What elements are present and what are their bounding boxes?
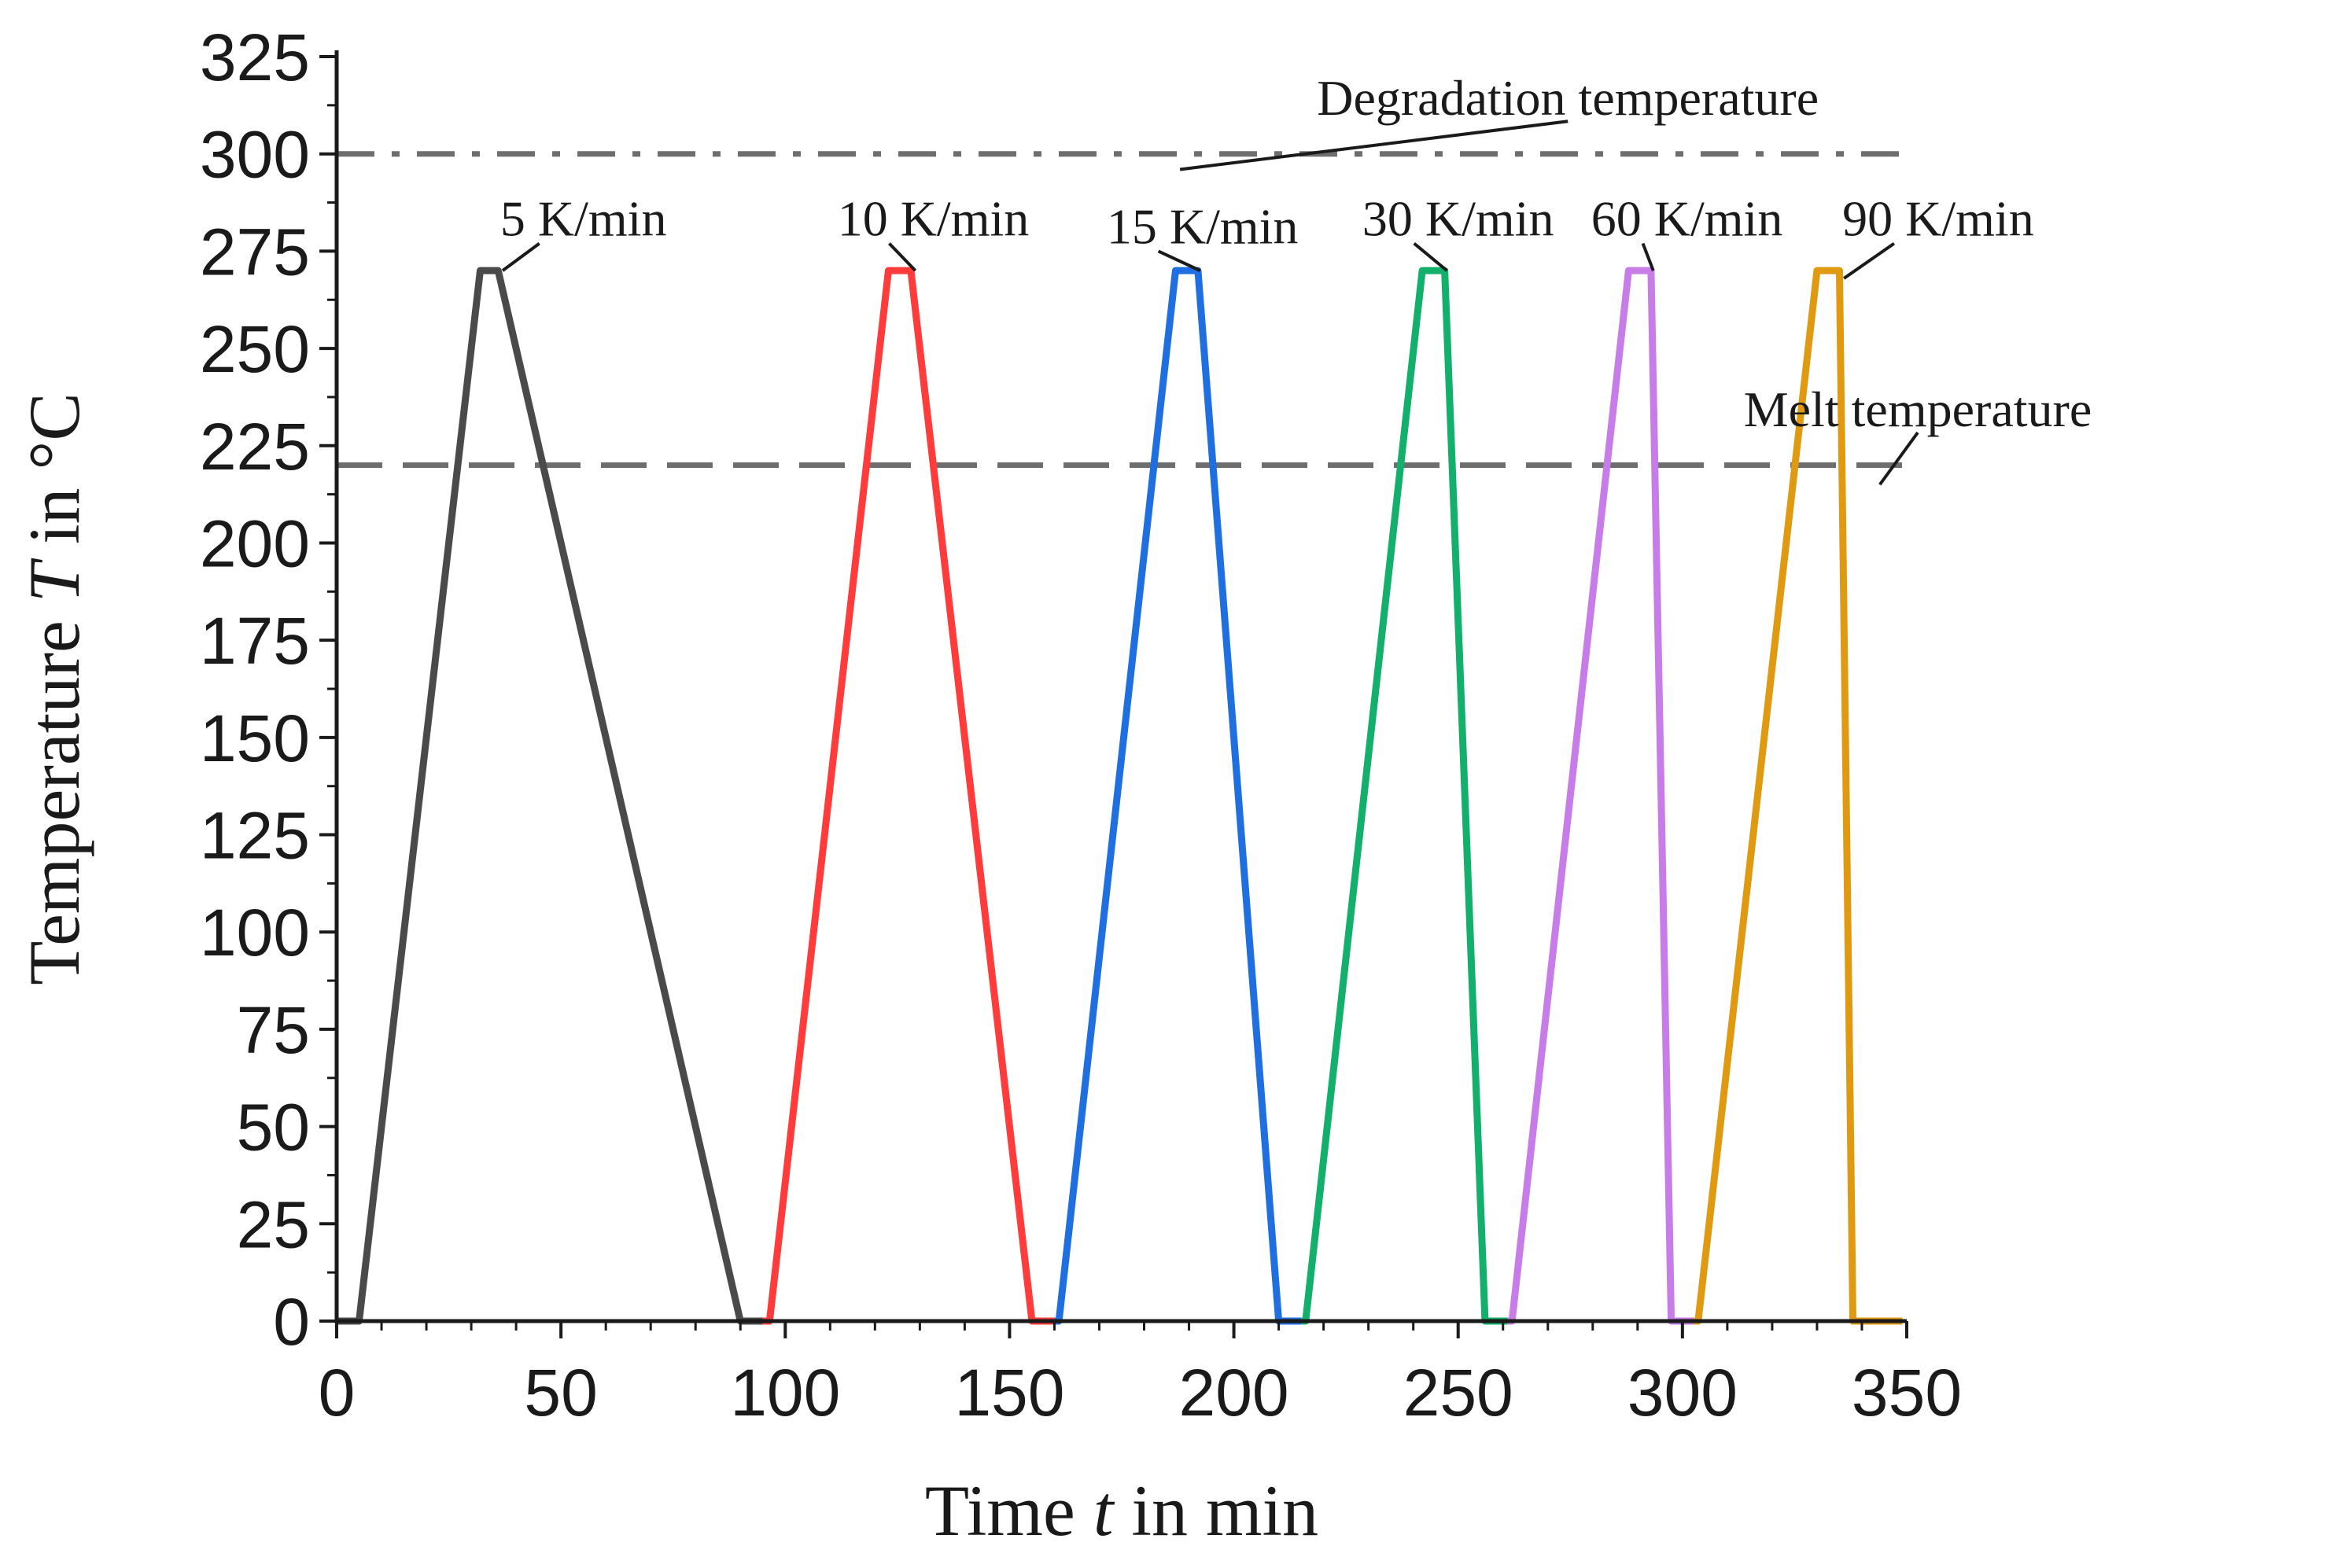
series-line-60-k-min (1507, 267, 1694, 1325)
x-tick-label-100: 100 (730, 1356, 840, 1430)
y-tick-label-50: 50 (237, 1091, 310, 1165)
x-axis-title-suffix: in min (1113, 1470, 1318, 1551)
series-label-90-k-min: 90 K/min (1842, 191, 2034, 247)
ref-label-melt-temperature: Melt temperature (1744, 381, 2092, 437)
series-leader-10-k-min (888, 242, 917, 272)
y-axis-title-suffix: in °C (14, 392, 94, 562)
y-axis-title-variable: T (14, 558, 94, 602)
y-tick-label-250: 250 (200, 312, 310, 386)
x-tick-label-50: 50 (524, 1356, 597, 1430)
series-label-10-k-min: 10 K/min (838, 191, 1030, 247)
series-leader-30-k-min (1413, 242, 1448, 272)
x-tick-label-250: 250 (1403, 1356, 1513, 1430)
x-axis-title-variable: t (1093, 1470, 1115, 1551)
y-tick-label-150: 150 (200, 701, 310, 775)
annotations: Degradation temperature Melt temperature 5… (500, 70, 2092, 486)
x-axis-title-prefix: Time (925, 1470, 1093, 1551)
ref-leader-degradation-temperature (1179, 120, 1568, 171)
x-tick-label-0: 0 (319, 1356, 356, 1430)
series-lines (337, 267, 1903, 1325)
reference-lines (337, 151, 1907, 469)
series-line-15-k-min (1054, 267, 1302, 1325)
tick-marks (319, 55, 1908, 1338)
y-tick-label-125: 125 (200, 799, 310, 873)
ref-label-degradation-temperature: Degradation temperature (1317, 70, 1819, 126)
y-tick-label-175: 175 (200, 604, 310, 678)
series-line-30-k-min (1301, 267, 1508, 1325)
y-axis-title: Temperature T in °C (14, 392, 94, 985)
y-tick-label-225: 225 (200, 410, 310, 484)
series-label-15-k-min: 15 K/min (1107, 198, 1299, 254)
series-leader-60-k-min (1641, 242, 1655, 271)
y-tick-label-25: 25 (237, 1187, 310, 1261)
y-tick-label-75: 75 (237, 993, 310, 1067)
series-label-60-k-min: 60 K/min (1591, 191, 1783, 247)
y-tick-label-300: 300 (200, 118, 310, 192)
y-tick-label-100: 100 (200, 896, 310, 970)
x-axis-title: Time t in min (925, 1470, 1318, 1551)
y-tick-label-325: 325 (200, 20, 310, 94)
series-leader-90-k-min (1843, 241, 1896, 280)
series-line-5-k-min (337, 267, 763, 1325)
x-tick-label-150: 150 (954, 1356, 1064, 1430)
series-leader-5-k-min (501, 241, 540, 272)
x-tick-label-350: 350 (1852, 1356, 1962, 1430)
series-line-10-k-min (762, 267, 1055, 1325)
ref-leader-melt-temperature (1878, 431, 1919, 486)
y-tick-label-0: 0 (273, 1285, 310, 1359)
series-label-5-k-min: 5 K/min (500, 191, 667, 247)
x-tick-label-300: 300 (1627, 1356, 1738, 1430)
tick-labels: 0 50 100 150 200 250 300 350 0 25 50 75 100 125 150 175… (200, 20, 1962, 1430)
y-axis-title-prefix: Temperature (14, 602, 94, 985)
y-tick-label-200: 200 (200, 506, 310, 580)
series-label-30-k-min: 30 K/min (1362, 191, 1554, 247)
y-tick-label-275: 275 (200, 215, 310, 289)
series-leader-15-k-min (1157, 249, 1201, 272)
x-tick-label-200: 200 (1178, 1356, 1288, 1430)
